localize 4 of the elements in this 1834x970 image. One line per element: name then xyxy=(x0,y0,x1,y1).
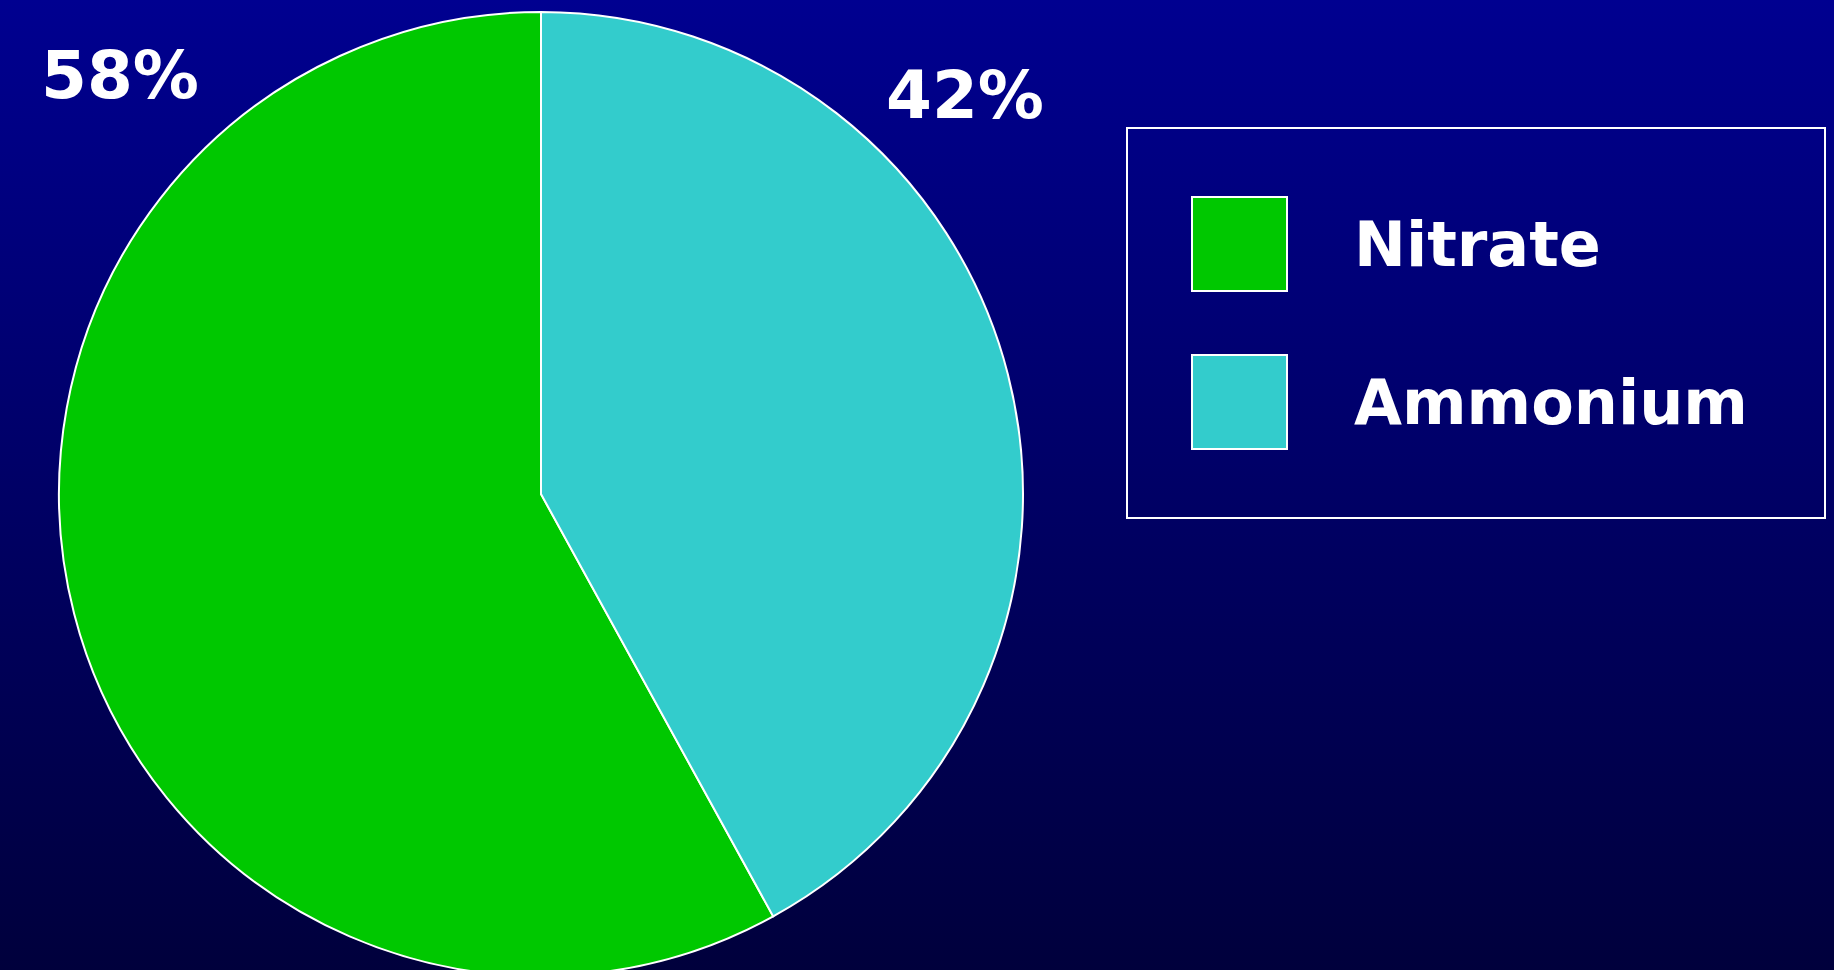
data-label: 58% xyxy=(41,36,199,114)
legend-label: Ammonium xyxy=(1354,365,1748,439)
legend-label: Nitrate xyxy=(1354,207,1601,281)
data-label: 42% xyxy=(886,56,1044,134)
